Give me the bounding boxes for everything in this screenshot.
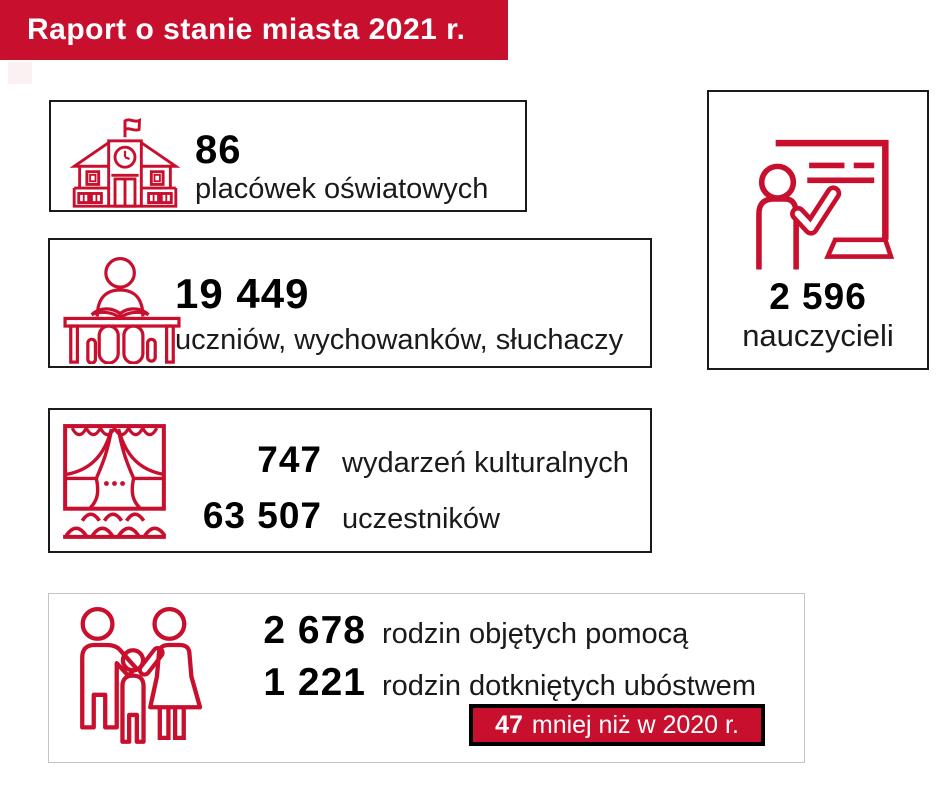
teachers-label: nauczycieli: [742, 318, 894, 353]
families-poverty-value: 1 221: [263, 661, 366, 704]
decor-square: [8, 62, 32, 84]
families-helped-row: 2 678 rodzin objętych pomocą: [49, 608, 804, 654]
families-helped-value: 2 678: [263, 609, 366, 652]
culture-participants-row: 63 507 uczestników: [50, 494, 650, 538]
family-icon: [59, 600, 207, 758]
page-title: Raport o stanie miasta 2021 r.: [27, 13, 466, 46]
culture-participants-value: 63 507: [202, 495, 322, 536]
culture-events-value: 747: [257, 439, 322, 480]
culture-events-row: 747 wydarzeń kulturalnych: [50, 438, 650, 482]
card-social-assistance: 2 678 rodzin objętych pomocą 1 221 rodzi…: [48, 593, 805, 763]
families-helped-label: rodzin objętych pomocą: [382, 618, 689, 650]
report-title-banner: Raport o stanie miasta 2021 r.: [0, 0, 508, 60]
card-students: 19 449 uczniów, wychowanków, słuchaczy: [48, 238, 652, 368]
card-education-facilities: 86 placówek oświatowych: [49, 100, 527, 212]
poverty-change-badge: 47 mniej niż w 2020 r.: [469, 704, 765, 746]
teachers-stats: 2 596 nauczycieli: [709, 276, 927, 354]
students-value: 19 449: [175, 270, 310, 317]
education-value: 86: [195, 128, 242, 172]
teacher-at-board-icon: [749, 132, 899, 290]
education-stats: 86 placówek oświatowych: [195, 128, 488, 206]
theater-stage-icon: [59, 416, 172, 549]
school-building-icon: [63, 110, 187, 208]
education-label: placówek oświatowych: [195, 173, 489, 205]
card-teachers: 2 596 nauczycieli: [707, 90, 929, 370]
culture-participants-label: uczestników: [342, 503, 500, 535]
students-stats: 19 449 uczniów, wychowanków, słuchaczy: [175, 270, 623, 358]
student-at-desk-icon: [58, 252, 186, 364]
badge-label: mniej niż w 2020 r.: [531, 710, 739, 739]
culture-events-label: wydarzeń kulturalnych: [342, 447, 629, 479]
families-poverty-row: 1 221 rodzin dotkniętych ubóstwem: [49, 660, 804, 706]
families-poverty-label: rodzin dotkniętych ubóstwem: [382, 670, 756, 702]
card-culture: 747 wydarzeń kulturalnych 63 507 uczestn…: [48, 408, 652, 553]
badge-value: 47: [495, 710, 523, 739]
students-label: uczniów, wychowanków, słuchaczy: [175, 324, 624, 356]
teachers-value: 2 596: [769, 276, 867, 317]
